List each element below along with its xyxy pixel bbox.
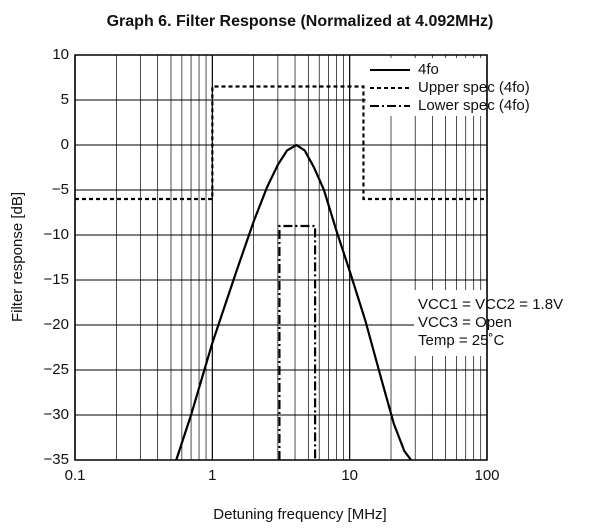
series-line xyxy=(278,224,317,460)
y-tick-label: −25 xyxy=(44,361,69,378)
y-tick-label: 10 xyxy=(52,46,69,63)
plot-frame xyxy=(74,54,488,461)
annotation: VCC1 = VCC2 = 1.8V xyxy=(418,296,563,313)
y-tick-label: −35 xyxy=(44,451,69,468)
legend-label: Upper spec (4fo) xyxy=(418,79,530,96)
chart-title: Graph 6. Filter Response (Normalized at … xyxy=(107,13,494,30)
x-tick-label: 1 xyxy=(208,467,216,484)
y-tick-label: −30 xyxy=(44,406,69,423)
annotation-box xyxy=(414,290,486,356)
x-axis-label: Detuning frequency [MHz] xyxy=(213,506,386,523)
y-tick-label: −5 xyxy=(52,181,69,198)
series-line xyxy=(75,85,487,201)
annotation: VCC3 = Open xyxy=(418,314,512,331)
y-tick-label: −10 xyxy=(44,226,69,243)
y-tick-label: −20 xyxy=(44,316,69,333)
x-tick-label: 0.1 xyxy=(65,467,86,484)
x-tick-label: 100 xyxy=(474,467,499,484)
y-tick-label: 0 xyxy=(61,136,69,153)
y-tick-label: 5 xyxy=(61,91,69,108)
legend-label: Lower spec (4fo) xyxy=(418,97,530,114)
y-axis-label: Filter response [dB] xyxy=(9,192,26,322)
y-tick-label: −15 xyxy=(44,271,69,288)
series-line xyxy=(175,143,412,461)
annotation: Temp = 25˚C xyxy=(418,332,504,349)
x-tick-label: 10 xyxy=(341,467,358,484)
legend-label: 4fo xyxy=(418,61,439,78)
